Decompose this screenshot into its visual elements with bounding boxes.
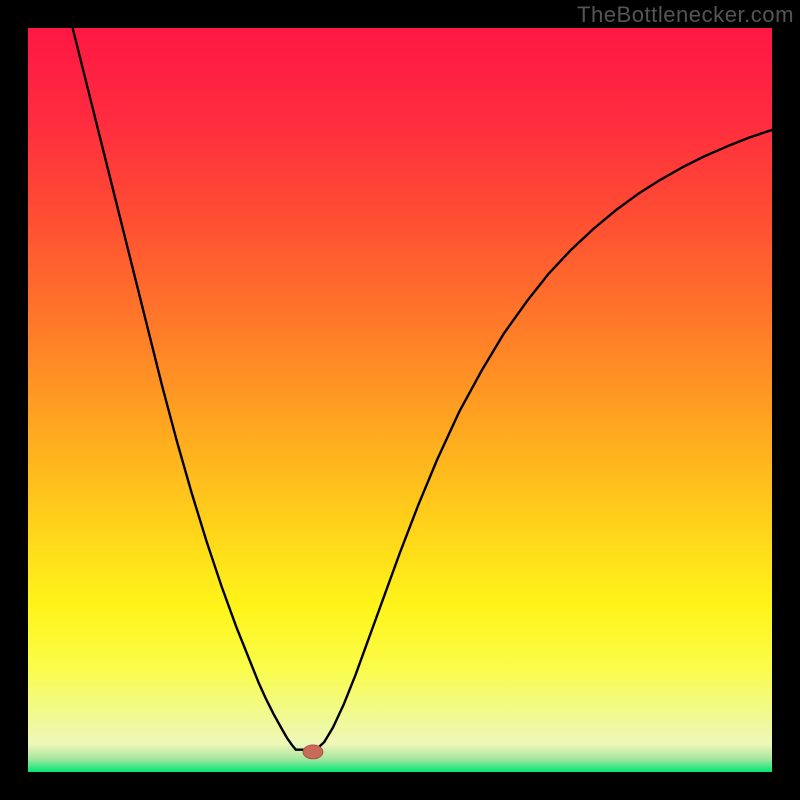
optimal-marker [303, 745, 323, 759]
chart-svg [28, 28, 772, 772]
plot-area [28, 28, 772, 772]
plot-frame: TheBottlenecker.com [0, 0, 800, 800]
chart-background [28, 28, 772, 772]
watermark-text: TheBottlenecker.com [577, 2, 794, 28]
